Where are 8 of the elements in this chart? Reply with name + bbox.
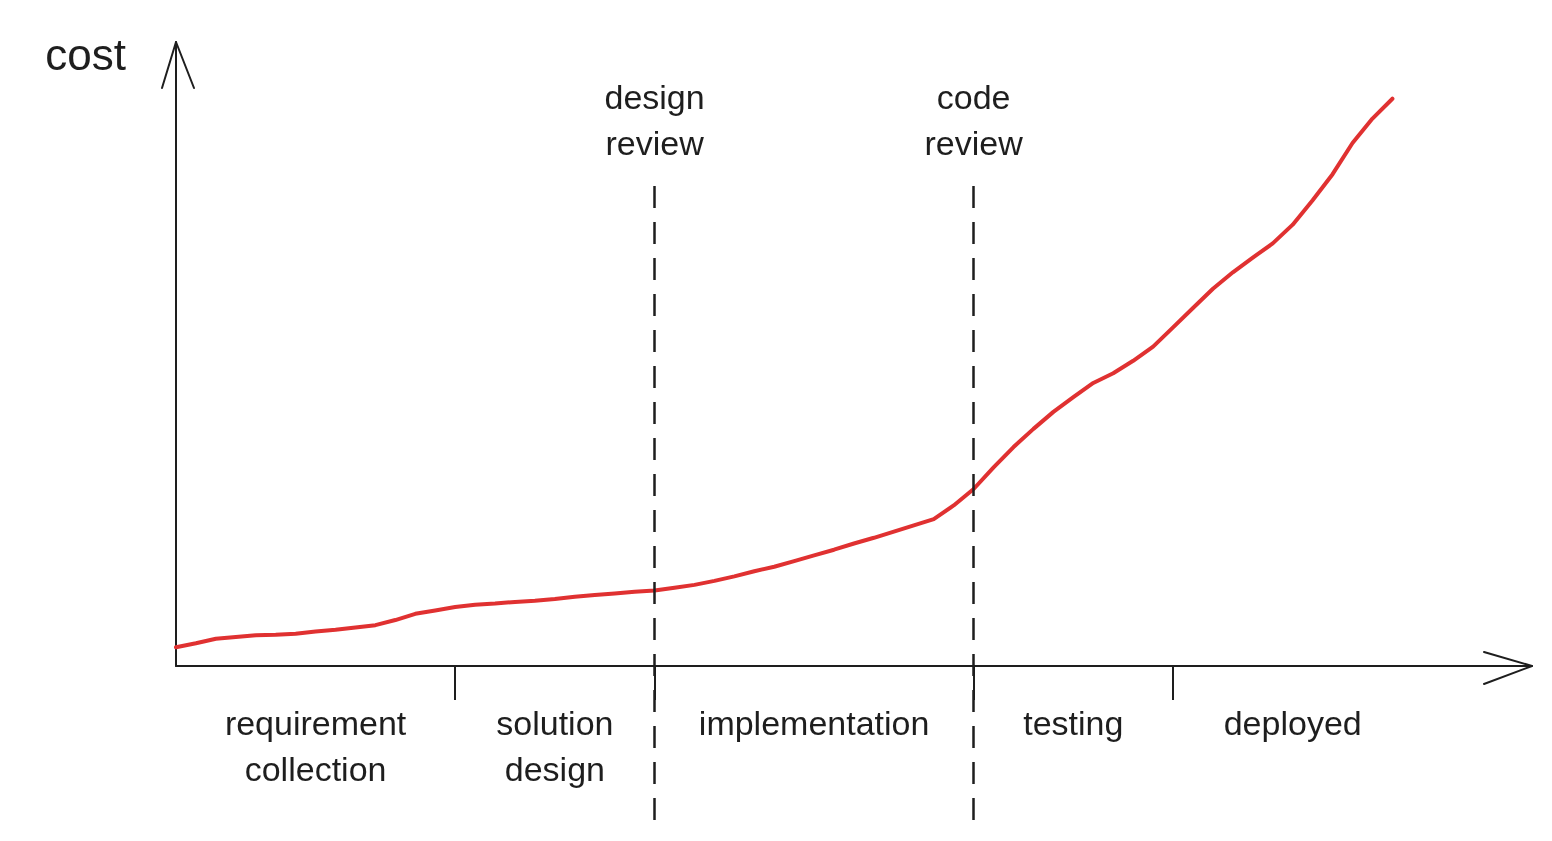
x-tick-label: requirement collection	[224, 704, 407, 788]
annotation: design review	[604, 78, 705, 162]
x-tick-label: solution design	[496, 704, 614, 788]
annotation: code review	[924, 78, 1024, 162]
x-tick-label: deployed	[1223, 704, 1362, 742]
y-axis-title: cost	[45, 29, 126, 79]
x-tick-label: testing	[1023, 704, 1124, 742]
x-tick-label: implementation	[698, 704, 930, 742]
